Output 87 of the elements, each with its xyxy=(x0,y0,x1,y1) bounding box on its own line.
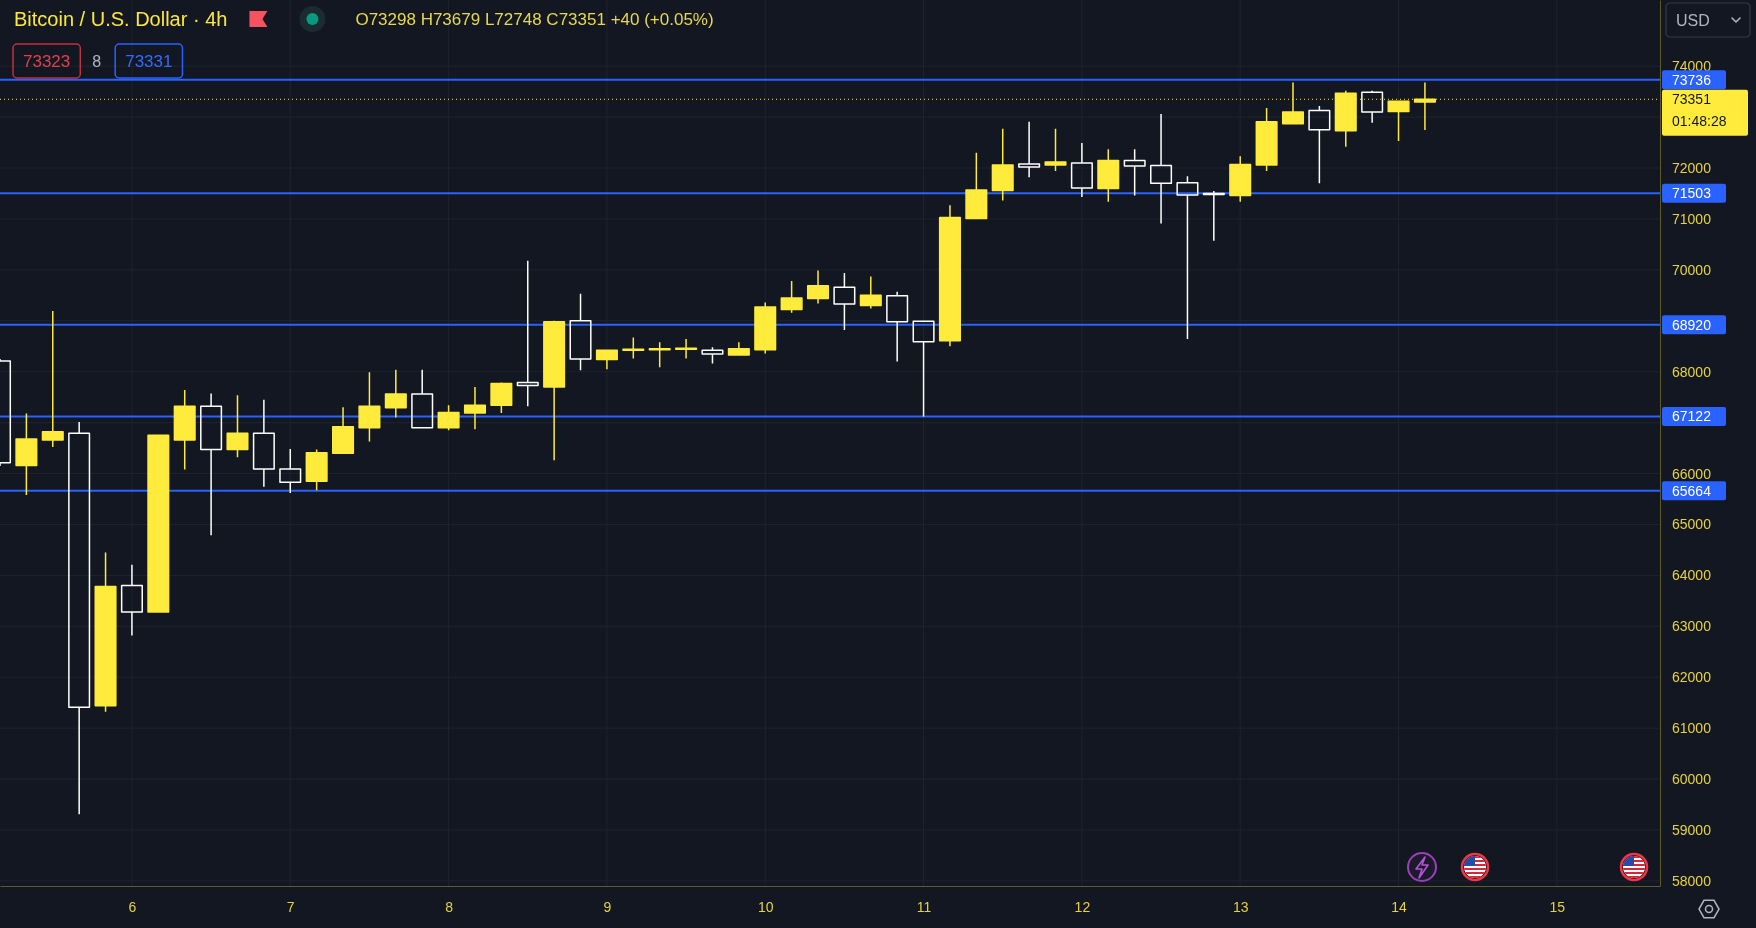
candlestick xyxy=(859,275,882,310)
x-tick-label: 12 xyxy=(1074,898,1091,915)
candlestick xyxy=(754,301,777,355)
candlestick xyxy=(200,392,223,536)
candlestick xyxy=(595,349,618,370)
y-tick-label: 59000 xyxy=(1672,821,1712,838)
candlestick xyxy=(68,421,91,815)
y-tick-label: 71000 xyxy=(1672,210,1712,227)
candlestick xyxy=(1150,113,1173,225)
candlestick xyxy=(41,310,64,448)
candlestick xyxy=(622,336,645,360)
candlestick xyxy=(1070,142,1093,198)
candlestick xyxy=(701,346,724,365)
y-tick-label: 61000 xyxy=(1672,720,1712,737)
candlestick xyxy=(1281,81,1305,125)
candlestick xyxy=(1202,190,1225,242)
x-tick-label: 13 xyxy=(1232,898,1249,915)
candlestick xyxy=(1123,148,1146,197)
x-tick-label: 7 xyxy=(286,898,295,915)
candlestick xyxy=(648,341,671,368)
candlestick xyxy=(1176,175,1199,340)
annotation: 73323 xyxy=(23,51,71,71)
ref-line-label: 73351 xyxy=(1672,91,1712,108)
y-tick-label: 68000 xyxy=(1672,363,1712,380)
y-tick-label: 63000 xyxy=(1672,618,1712,635)
candlestick xyxy=(1229,155,1252,203)
x-tick-label: 9 xyxy=(603,898,612,915)
candlestick xyxy=(358,371,381,443)
candlestick xyxy=(938,204,961,347)
text: USD xyxy=(1676,11,1710,29)
candlestick xyxy=(965,152,988,220)
candlestick xyxy=(780,280,803,314)
candlestick xyxy=(279,448,302,494)
candlestick xyxy=(886,291,909,363)
candlestick xyxy=(463,386,487,430)
x-tick-label: 11 xyxy=(916,898,932,915)
candlestick xyxy=(252,398,275,488)
candlestick xyxy=(543,320,566,462)
candlestick xyxy=(1308,105,1331,185)
candlestick xyxy=(305,448,328,492)
text: 01:48:28 xyxy=(1672,113,1727,130)
x-tick-label: 8 xyxy=(445,898,454,915)
x-tick-label: 15 xyxy=(1549,898,1566,915)
ref-line-label: 67122 xyxy=(1672,408,1712,425)
candlestick xyxy=(1361,89,1384,124)
candlestick xyxy=(226,394,249,459)
y-tick-label: 62000 xyxy=(1672,669,1712,686)
ref-line-label: 68920 xyxy=(1672,316,1712,333)
candlestick xyxy=(173,389,196,471)
candlestick xyxy=(332,406,355,455)
ref-line-label: 71503 xyxy=(1672,185,1712,202)
annotation: 73331 xyxy=(125,51,173,71)
y-tick-label: 58000 xyxy=(1672,872,1712,889)
candlestick xyxy=(1255,107,1278,172)
candlestick xyxy=(94,551,117,713)
candlestick xyxy=(516,259,539,408)
candlestick xyxy=(727,341,750,356)
candlestick xyxy=(15,412,38,496)
candlestick xyxy=(912,320,935,418)
candlestick xyxy=(120,563,143,637)
candlestick xyxy=(490,381,513,414)
chart-title: Bitcoin / U.S. Dollar · 4h xyxy=(14,8,228,30)
candlestick xyxy=(147,434,170,614)
candlestick xyxy=(1018,120,1041,178)
y-tick-label: 64000 xyxy=(1672,567,1712,584)
y-tick-label: 70000 xyxy=(1672,261,1712,278)
y-tick-label: 66000 xyxy=(1672,465,1712,482)
candlestick xyxy=(384,368,407,419)
candlestick xyxy=(411,368,434,429)
candlestick xyxy=(675,338,698,360)
y-tick-label: 72000 xyxy=(1672,160,1712,177)
y-tick-label: 65000 xyxy=(1672,516,1712,533)
x-tick-label: 6 xyxy=(128,898,137,915)
annotation: 8 xyxy=(92,52,102,70)
candlestick xyxy=(437,404,460,432)
x-tick-label: 14 xyxy=(1391,898,1408,915)
candlestick xyxy=(991,128,1014,202)
candlestick xyxy=(1044,128,1067,172)
candlestick xyxy=(1097,148,1120,203)
candlestick xyxy=(833,272,856,331)
candlestick xyxy=(1334,89,1357,148)
ref-line-label: 65664 xyxy=(1672,482,1712,499)
candlestick xyxy=(806,269,830,305)
x-tick-label: 10 xyxy=(757,898,774,915)
candlestick xyxy=(569,293,592,371)
text: O73298 H73679 L72748 C73351 +40 (+0.05%) xyxy=(355,9,714,29)
y-tick-label: 60000 xyxy=(1672,771,1712,788)
